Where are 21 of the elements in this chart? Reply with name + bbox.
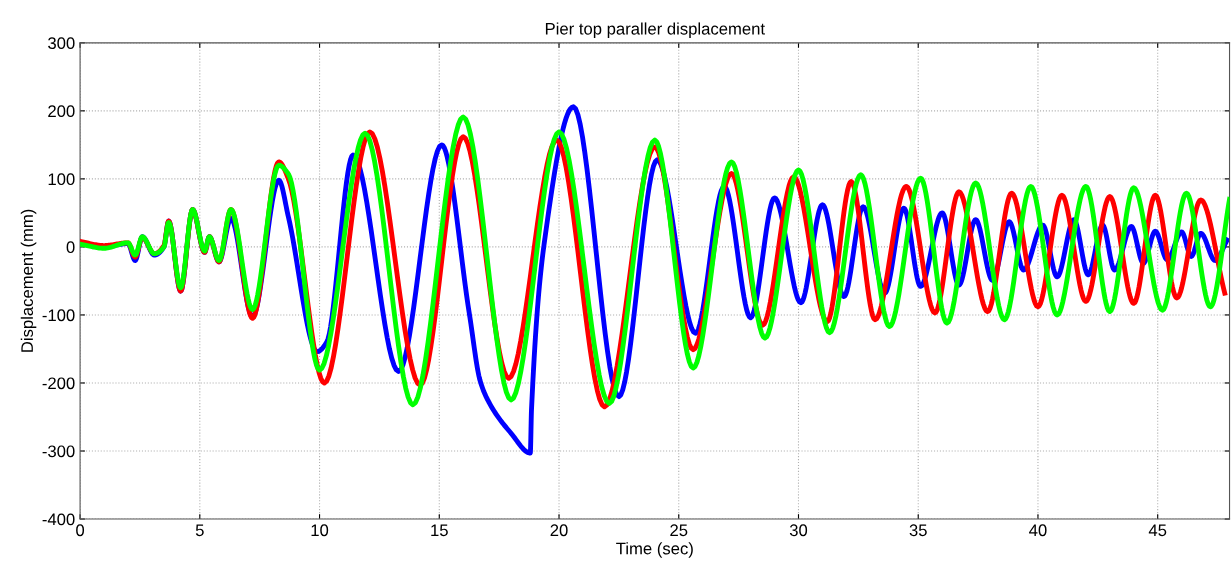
x-tick-label: 10 <box>311 524 329 537</box>
x-tick-label: 20 <box>550 524 568 537</box>
y-tick-label: -100 <box>42 309 75 322</box>
y-tick-label: 200 <box>48 105 75 118</box>
x-tick-label: 0 <box>76 524 85 537</box>
x-tick-label: 35 <box>909 524 927 537</box>
x-tick-label: 30 <box>789 524 808 537</box>
y-tick-label: 300 <box>48 37 75 50</box>
y-tick-label: 0 <box>66 241 75 254</box>
x-tick-label: 45 <box>1148 524 1167 537</box>
y-tick-label: 100 <box>48 173 75 186</box>
x-tick-label: 15 <box>431 524 448 537</box>
y-axis-title: Displacement (mm) <box>20 209 37 352</box>
x-tick-label: 25 <box>670 524 688 537</box>
y-tick-label: -400 <box>42 513 75 526</box>
y-tick-label: -300 <box>42 445 75 458</box>
chart-title: Pier top paraller displacement <box>545 22 765 38</box>
x-axis-title: Time (sec) <box>616 542 693 558</box>
x-tick-label: 40 <box>1029 524 1047 537</box>
x-tick-label: 5 <box>195 524 204 537</box>
y-tick-label: -200 <box>42 377 75 390</box>
